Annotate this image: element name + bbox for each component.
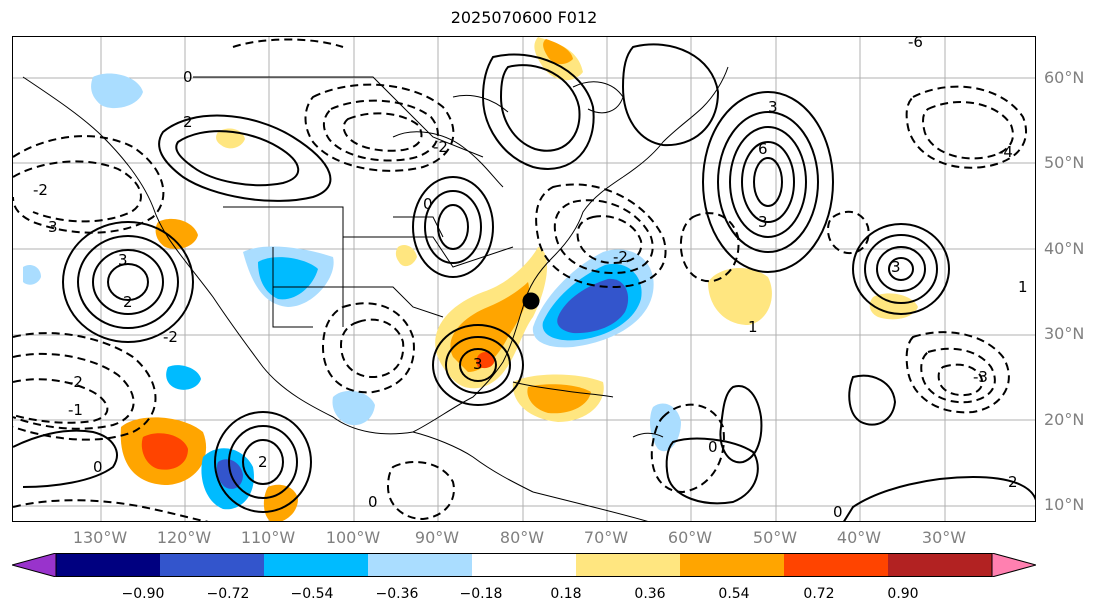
- positive-anomaly-se-us-peak: [476, 351, 495, 369]
- colorbar-tick: −0.54: [290, 586, 334, 602]
- positive-anomaly-pacific-core: [141, 433, 188, 470]
- contour-label: -2: [68, 373, 83, 391]
- colorbar-cell: [56, 553, 161, 577]
- contour-label: 3: [891, 258, 901, 276]
- colorbar-cell: [472, 553, 577, 577]
- dashed-contours: [13, 38, 1028, 521]
- negative-anomaly-atlantic-core: [557, 278, 629, 334]
- contour-label: -2: [163, 328, 178, 346]
- colorbar-cell: [680, 553, 785, 577]
- lon-label: 90°W: [414, 528, 460, 547]
- lon-label: 50°W: [752, 528, 798, 547]
- positive-anomaly-mexico: [263, 484, 298, 521]
- colorbar-tick: 0.90: [887, 586, 919, 602]
- map-title: 2025070600 F012: [450, 8, 598, 27]
- contour-label: -2: [613, 248, 628, 266]
- lon-label: 60°W: [667, 528, 713, 547]
- positive-anomaly-lakes: [395, 245, 417, 267]
- lon-label: 100°W: [325, 528, 381, 547]
- contour-label: 3: [48, 218, 58, 236]
- contour-label: 0: [423, 195, 433, 213]
- lat-label: 50°N: [1044, 153, 1085, 172]
- colorbar: [10, 552, 1038, 578]
- colorbar-cell: [264, 553, 369, 577]
- contour-label: 0: [93, 458, 103, 476]
- contour-label: -6: [908, 37, 923, 51]
- contour-label: 0: [368, 493, 378, 511]
- contour-label: 1: [1018, 278, 1028, 296]
- contour-label: 6: [758, 140, 768, 158]
- colorbar-tick: −0.90: [121, 586, 165, 602]
- lon-label: 30°W: [921, 528, 967, 547]
- map-canvas: 0 2 -2 3 3 6 3 3 -3 -4 -6 -2 0 3 0 2 -1 …: [13, 37, 1035, 521]
- contour-label: 0: [833, 503, 843, 521]
- contour-label: 1: [748, 318, 758, 336]
- contour-label: 2: [258, 453, 268, 471]
- colorbar-tick: −0.36: [375, 586, 419, 602]
- contour-labels: 0 2 -2 3 3 6 3 3 -3 -4 -6 -2 0 3 0 2 -1 …: [33, 37, 1028, 521]
- colorbar-tick: 0.36: [634, 586, 666, 602]
- shaded-fields: [23, 37, 918, 521]
- contour-label: 0: [183, 68, 193, 86]
- contour-label: 3: [473, 355, 483, 373]
- lat-label: 60°N: [1044, 68, 1085, 87]
- contour-label: -3: [973, 368, 988, 386]
- colorbar-cell: [160, 553, 265, 577]
- contour-label: 2: [183, 113, 193, 131]
- contour-label: 3: [118, 251, 128, 269]
- positive-anomaly-sw-us: [155, 218, 198, 249]
- lon-label: 120°W: [156, 528, 212, 547]
- contour-label: 3: [768, 98, 778, 116]
- colorbar-tick: 0.18: [550, 586, 582, 602]
- lat-label: 10°N: [1044, 495, 1085, 514]
- positive-anomaly-east-atlantic: [869, 293, 918, 320]
- colorbar-tick: −0.72: [206, 586, 250, 602]
- colorbar-cell: [576, 553, 681, 577]
- colorbar-cell: [784, 553, 889, 577]
- positive-anomaly-central-atlantic: [708, 267, 772, 325]
- lat-label: 30°N: [1044, 324, 1085, 343]
- contour-label: -2: [433, 138, 448, 156]
- map-panel[interactable]: 0 2 -2 3 3 6 3 3 -3 -4 -6 -2 0 3 0 2 -1 …: [12, 36, 1036, 522]
- contour-label: -4: [998, 143, 1013, 161]
- contour-label: -1: [68, 401, 83, 419]
- negative-anomaly-sw: [166, 365, 201, 390]
- contour-label: -2: [33, 181, 48, 199]
- colorbar-extend-high: [991, 552, 1038, 578]
- positive-anomaly-caribbean-core: [527, 384, 591, 414]
- negative-anomaly-atlantic-south: [650, 403, 681, 452]
- lon-label: 130°W: [72, 528, 128, 547]
- contour-label: 3: [758, 213, 768, 231]
- colorbar-tick: 0.72: [803, 586, 835, 602]
- negative-anomaly-gulf: [332, 390, 375, 426]
- colorbar-cells: [10, 552, 1038, 578]
- colorbar-svg: [10, 552, 1038, 578]
- colorbar-cell: [368, 553, 473, 577]
- colorbar-cell: [888, 553, 993, 577]
- colorbar-tick: 0.54: [718, 586, 750, 602]
- lon-label: 70°W: [583, 528, 629, 547]
- colorbar-extend-low: [10, 552, 57, 578]
- colorbar-border: [55, 553, 993, 577]
- lon-label: 80°W: [499, 528, 545, 547]
- lon-label: 110°W: [240, 528, 296, 547]
- negative-anomaly-nw: [91, 73, 143, 109]
- positive-anomaly-north-core: [543, 39, 573, 65]
- contour-label: 0: [708, 438, 718, 456]
- negative-anomaly-ne-pacific: [23, 265, 41, 285]
- contour-label: 2: [1008, 473, 1018, 491]
- lat-label: 20°N: [1044, 410, 1085, 429]
- solid-contours: [13, 43, 1035, 521]
- contour-label: 2: [123, 293, 133, 311]
- colorbar-tick: −0.18: [459, 586, 503, 602]
- lat-label: 40°N: [1044, 239, 1085, 258]
- lon-label: 40°W: [836, 528, 882, 547]
- location-marker: [522, 292, 540, 310]
